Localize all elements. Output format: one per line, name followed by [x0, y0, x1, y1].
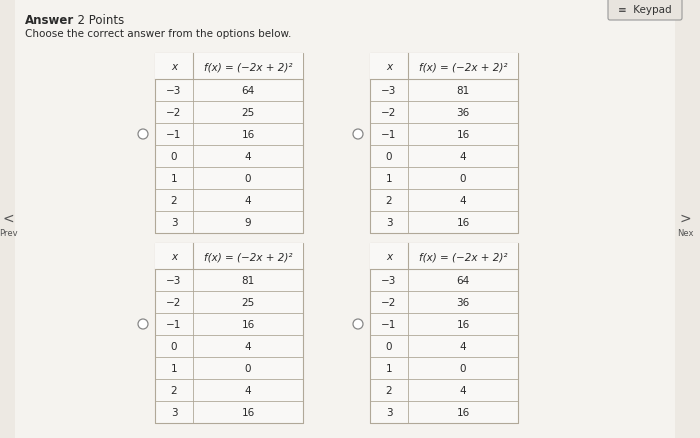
Text: 4: 4 — [460, 152, 466, 162]
Text: 3: 3 — [171, 218, 177, 227]
Text: 81: 81 — [456, 86, 470, 96]
Text: 3: 3 — [386, 218, 392, 227]
Text: 16: 16 — [241, 407, 255, 417]
Text: 4: 4 — [245, 152, 251, 162]
Text: 16: 16 — [241, 319, 255, 329]
Text: 0: 0 — [386, 341, 392, 351]
Bar — [155, 244, 303, 269]
Text: −1: −1 — [382, 319, 397, 329]
Text: 4: 4 — [460, 341, 466, 351]
Text: 81: 81 — [241, 276, 255, 285]
Text: 25: 25 — [241, 108, 255, 118]
Text: −2: −2 — [382, 297, 397, 307]
Text: −1: −1 — [167, 319, 182, 329]
Text: x: x — [171, 251, 177, 261]
Circle shape — [138, 130, 148, 140]
Text: 64: 64 — [456, 276, 470, 285]
Text: 9: 9 — [245, 218, 251, 227]
Text: −1: −1 — [382, 130, 397, 140]
Bar — [370, 244, 518, 423]
Text: −2: −2 — [167, 297, 182, 307]
Text: f(x) = (−2x + 2)²: f(x) = (−2x + 2)² — [204, 251, 293, 261]
Text: 0: 0 — [171, 152, 177, 162]
Text: >: > — [679, 212, 691, 226]
Text: 0: 0 — [245, 363, 251, 373]
Text: 4: 4 — [460, 195, 466, 205]
Text: 2: 2 — [386, 385, 392, 395]
Text: 1: 1 — [171, 363, 177, 373]
Text: Answer: Answer — [25, 14, 74, 27]
Text: 3: 3 — [386, 407, 392, 417]
Text: −3: −3 — [382, 276, 397, 285]
Text: 4: 4 — [245, 385, 251, 395]
Text: f(x) = (−2x + 2)²: f(x) = (−2x + 2)² — [419, 62, 508, 72]
Text: 16: 16 — [456, 130, 470, 140]
Text: <: < — [2, 212, 14, 226]
Text: 4: 4 — [245, 341, 251, 351]
Text: f(x) = (−2x + 2)²: f(x) = (−2x + 2)² — [204, 62, 293, 72]
Circle shape — [353, 130, 363, 140]
Text: f(x) = (−2x + 2)²: f(x) = (−2x + 2)² — [419, 251, 508, 261]
Text: −3: −3 — [167, 86, 182, 96]
Text: ≡  Keypad: ≡ Keypad — [618, 5, 672, 15]
Text: 2 Points: 2 Points — [70, 14, 125, 27]
Text: 0: 0 — [171, 341, 177, 351]
Text: 1: 1 — [386, 363, 392, 373]
Text: 0: 0 — [386, 152, 392, 162]
Text: 25: 25 — [241, 297, 255, 307]
Text: −2: −2 — [382, 108, 397, 118]
Text: 1: 1 — [386, 173, 392, 184]
Text: Nex: Nex — [677, 229, 693, 238]
Bar — [370, 54, 518, 80]
Text: 64: 64 — [241, 86, 255, 96]
Text: 16: 16 — [456, 407, 470, 417]
Text: 3: 3 — [171, 407, 177, 417]
Text: 0: 0 — [460, 363, 466, 373]
Text: −3: −3 — [167, 276, 182, 285]
Bar — [370, 54, 518, 233]
Bar — [155, 54, 303, 80]
Text: 2: 2 — [171, 385, 177, 395]
Text: Choose the correct answer from the options below.: Choose the correct answer from the optio… — [25, 29, 291, 39]
Text: 2: 2 — [171, 195, 177, 205]
Text: 4: 4 — [460, 385, 466, 395]
Text: −3: −3 — [382, 86, 397, 96]
Text: 36: 36 — [456, 108, 470, 118]
Text: 0: 0 — [460, 173, 466, 184]
Circle shape — [138, 319, 148, 329]
Text: x: x — [171, 62, 177, 72]
Text: 2: 2 — [386, 195, 392, 205]
Text: 16: 16 — [456, 218, 470, 227]
Text: 1: 1 — [171, 173, 177, 184]
Text: 16: 16 — [241, 130, 255, 140]
Text: −2: −2 — [167, 108, 182, 118]
Bar — [370, 244, 518, 269]
Circle shape — [353, 319, 363, 329]
FancyBboxPatch shape — [608, 0, 682, 21]
Text: x: x — [386, 251, 392, 261]
Text: 0: 0 — [245, 173, 251, 184]
Text: x: x — [386, 62, 392, 72]
Bar — [155, 244, 303, 423]
Text: Prev: Prev — [0, 229, 18, 238]
Bar — [155, 54, 303, 233]
Text: 36: 36 — [456, 297, 470, 307]
Text: 16: 16 — [456, 319, 470, 329]
Text: 4: 4 — [245, 195, 251, 205]
Text: −1: −1 — [167, 130, 182, 140]
